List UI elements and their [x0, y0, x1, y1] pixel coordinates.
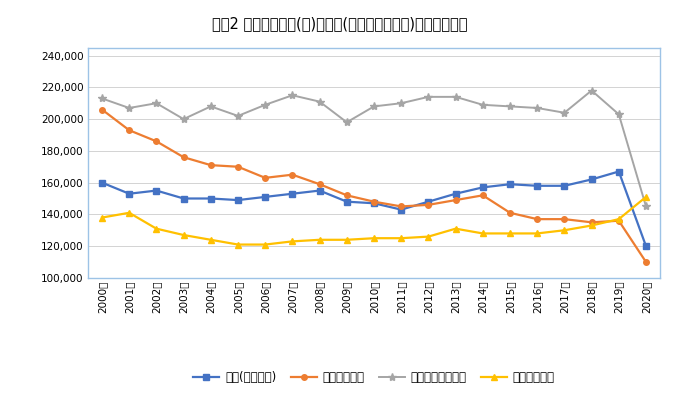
外食(一般外食)	[316, 188, 324, 193]
Text: 図表2 年間支出金額(円)の推移(二人以上の世帯)家計調査年報: 図表2 年間支出金額(円)の推移(二人以上の世帯)家計調査年報	[212, 16, 468, 31]
家具家事用品	[370, 236, 378, 241]
被服及び履物	[288, 172, 296, 177]
外食(一般外食)	[152, 188, 160, 193]
Line: 外食(一般外食): 外食(一般外食)	[99, 169, 649, 249]
教養娯楽サービス	[125, 106, 133, 110]
被服及び履物	[180, 155, 188, 160]
外食(一般外食)	[180, 196, 188, 201]
外食(一般外食)	[98, 180, 106, 185]
被服及び履物	[533, 217, 541, 222]
家具家事用品	[343, 237, 351, 242]
家具家事用品	[560, 228, 568, 233]
外食(一般外食)	[506, 182, 514, 187]
被服及び履物	[642, 260, 650, 264]
家具家事用品	[533, 231, 541, 236]
教養娯楽サービス	[316, 99, 324, 104]
教養娯楽サービス	[588, 88, 596, 93]
家具家事用品	[397, 236, 405, 241]
家具家事用品	[588, 223, 596, 228]
被服及び履物	[588, 220, 596, 225]
Line: 被服及び履物: 被服及び履物	[99, 107, 649, 265]
被服及び履物	[98, 107, 106, 112]
教養娯楽サービス	[207, 104, 215, 109]
教養娯楽サービス	[397, 101, 405, 106]
外食(一般外食)	[370, 201, 378, 206]
被服及び履物	[207, 163, 215, 168]
外食(一般外食)	[343, 199, 351, 204]
教養娯楽サービス	[234, 114, 242, 118]
外食(一般外食)	[560, 183, 568, 188]
外食(一般外食)	[642, 244, 650, 249]
被服及び履物	[506, 210, 514, 215]
教養娯楽サービス	[98, 96, 106, 101]
Line: 教養娯楽サービス: 教養娯楽サービス	[98, 87, 650, 210]
被服及び履物	[343, 193, 351, 198]
被服及び履物	[479, 193, 487, 198]
教養娯楽サービス	[424, 94, 432, 99]
被服及び履物	[152, 139, 160, 144]
教養娯楽サービス	[533, 106, 541, 110]
被服及び履物	[316, 182, 324, 187]
外食(一般外食)	[615, 169, 623, 174]
教養娯楽サービス	[560, 110, 568, 115]
外食(一般外食)	[588, 177, 596, 182]
家具家事用品	[506, 231, 514, 236]
被服及び履物	[397, 204, 405, 209]
教養娯楽サービス	[452, 94, 460, 99]
家具家事用品	[479, 231, 487, 236]
外食(一般外食)	[261, 195, 269, 199]
家具家事用品	[234, 242, 242, 247]
教養娯楽サービス	[343, 120, 351, 125]
家具家事用品	[261, 242, 269, 247]
外食(一般外食)	[397, 207, 405, 212]
被服及び履物	[560, 217, 568, 222]
教養娯楽サービス	[615, 112, 623, 117]
外食(一般外食)	[288, 191, 296, 196]
外食(一般外食)	[479, 185, 487, 190]
被服及び履物	[424, 202, 432, 207]
Line: 家具家事用品: 家具家事用品	[99, 194, 649, 247]
教養娯楽サービス	[370, 104, 378, 109]
教養娯楽サービス	[288, 93, 296, 98]
教養娯楽サービス	[506, 104, 514, 109]
教養娯楽サービス	[642, 204, 650, 209]
家具家事用品	[452, 226, 460, 231]
教養娯楽サービス	[180, 117, 188, 121]
被服及び履物	[452, 198, 460, 202]
家具家事用品	[288, 239, 296, 244]
外食(一般外食)	[533, 183, 541, 188]
外食(一般外食)	[125, 191, 133, 196]
外食(一般外食)	[424, 199, 432, 204]
被服及び履物	[125, 128, 133, 133]
家具家事用品	[642, 195, 650, 199]
家具家事用品	[424, 234, 432, 239]
家具家事用品	[180, 233, 188, 237]
被服及び履物	[615, 218, 623, 223]
家具家事用品	[207, 237, 215, 242]
教養娯楽サービス	[479, 102, 487, 107]
家具家事用品	[125, 210, 133, 215]
家具家事用品	[615, 217, 623, 222]
被服及び履物	[261, 175, 269, 180]
家具家事用品	[152, 226, 160, 231]
教養娯楽サービス	[261, 102, 269, 107]
外食(一般外食)	[452, 191, 460, 196]
被服及び履物	[234, 164, 242, 169]
外食(一般外食)	[234, 198, 242, 202]
Legend: 外食(一般外食), 被服及び履物, 教養娯楽サービス, 家具家事用品: 外食(一般外食), 被服及び履物, 教養娯楽サービス, 家具家事用品	[193, 371, 555, 384]
家具家事用品	[98, 215, 106, 220]
外食(一般外食)	[207, 196, 215, 201]
家具家事用品	[316, 237, 324, 242]
教養娯楽サービス	[152, 101, 160, 106]
被服及び履物	[370, 199, 378, 204]
